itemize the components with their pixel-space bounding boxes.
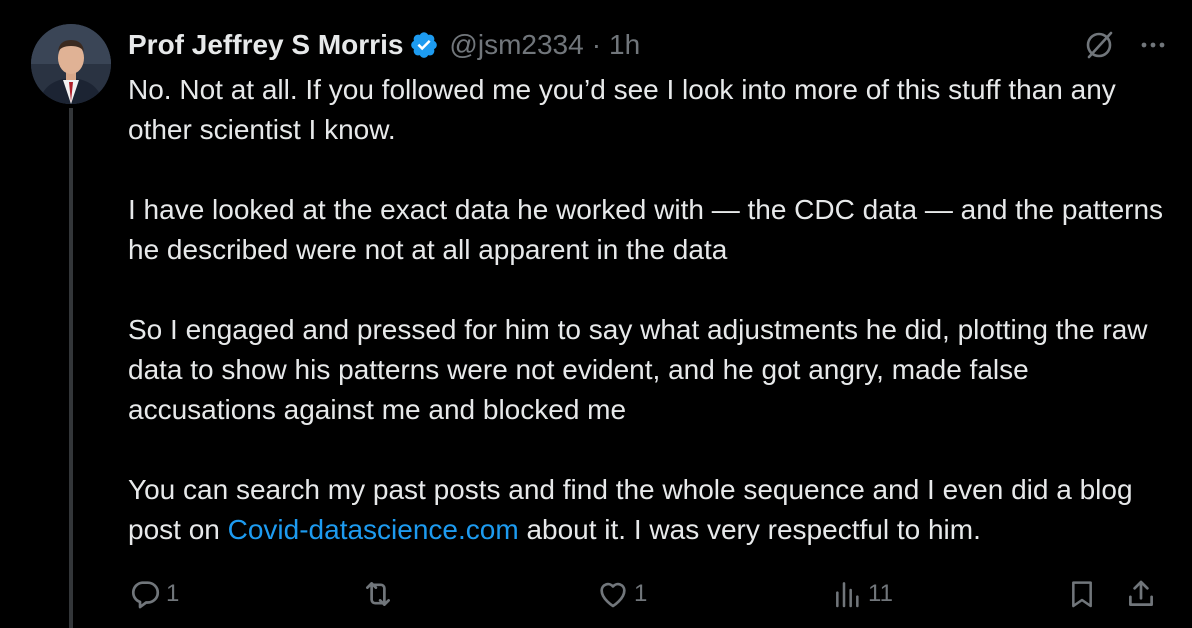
thread-line: [69, 108, 73, 628]
views-icon: [832, 578, 864, 610]
author-name[interactable]: Prof Jeffrey S Morris: [128, 29, 404, 60]
tweet-text: No. Not at all. If you followed me you’d…: [128, 70, 1168, 550]
repost-button[interactable]: [360, 574, 400, 614]
tweet-paragraph: No. Not at all. If you followed me you’d…: [128, 74, 1116, 145]
avatar-image: [31, 24, 111, 104]
heart-icon: [596, 577, 630, 611]
header-separator: ·: [591, 29, 602, 60]
reply-count: 1: [166, 580, 180, 607]
tweet: Prof Jeffrey S Morris @jsm2334 · 1h: [128, 24, 1168, 550]
avatar[interactable]: [31, 24, 111, 104]
repost-icon: [360, 577, 396, 611]
share-button[interactable]: [1124, 574, 1158, 614]
slash-circle-icon[interactable]: [1082, 28, 1116, 62]
bookmark-icon: [1066, 577, 1098, 611]
tweet-paragraph: So I engaged and pressed for him to say …: [128, 314, 1148, 425]
views-count: 11: [868, 580, 893, 607]
tweet-actions: 1 1 11: [128, 574, 1162, 614]
like-count: 1: [634, 580, 648, 607]
tweet-text-segment: about it. I was very respectful to him.: [518, 514, 981, 545]
reply-icon: [128, 577, 162, 611]
reply-button[interactable]: 1: [128, 574, 179, 614]
tweet-paragraph: You can search my past posts and find th…: [128, 470, 1168, 550]
share-icon: [1124, 577, 1158, 611]
header-actions: [1082, 24, 1168, 66]
author-handle[interactable]: @jsm2334: [449, 29, 584, 60]
tweet-paragraph: I have looked at the exact data he worke…: [128, 194, 1164, 265]
bookmark-button[interactable]: [1066, 574, 1098, 614]
verified-badge-icon[interactable]: [409, 30, 439, 60]
views-button[interactable]: 11: [832, 574, 893, 614]
tweet-link[interactable]: Covid-datascience.com: [227, 514, 519, 545]
tweet-text-segment: You can search my past posts and find th…: [128, 474, 1133, 545]
more-icon[interactable]: [1138, 30, 1168, 60]
tweet-header: Prof Jeffrey S Morris @jsm2334 · 1h: [128, 24, 1168, 66]
like-button[interactable]: 1: [596, 574, 647, 614]
post-time[interactable]: 1h: [609, 29, 641, 60]
